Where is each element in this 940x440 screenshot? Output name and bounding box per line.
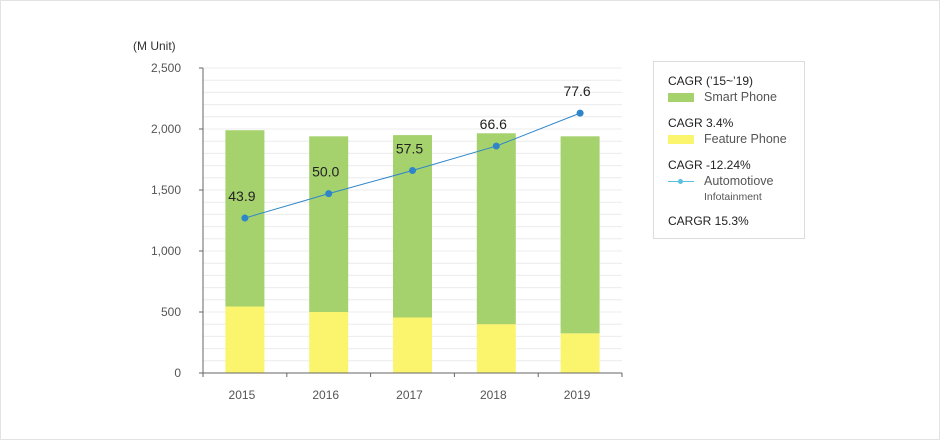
line-data-labels: 43.9 50.0 57.5 66.6 77.6 — [228, 83, 591, 204]
automotive-value-label: 77.6 — [563, 83, 590, 99]
automotive-value-label: 50.0 — [312, 164, 339, 180]
feature-phone-bar-2019 — [560, 333, 600, 373]
y-tick-label: 500 — [161, 305, 181, 319]
smart-phone-bar-2018 — [476, 133, 516, 325]
bars-group — [225, 130, 600, 373]
legend-feature-cagr: CAGR -12.24% — [668, 158, 751, 172]
automotive-point-2019 — [576, 109, 584, 117]
x-tick-label: 2019 — [564, 388, 591, 402]
y-tick-label: 2,000 — [151, 122, 181, 136]
automotive-line-dot — [678, 179, 683, 184]
automotive-point-2018 — [492, 142, 500, 150]
feature-phone-bar-2018 — [476, 324, 516, 373]
automotive-point-2017 — [409, 166, 416, 174]
y-tick-labels: 0 500 1,000 1,500 2,000 2,500 — [151, 61, 181, 380]
automotive-value-label: 43.9 — [228, 188, 255, 204]
smart-phone-bar-2019 — [560, 136, 600, 334]
legend-smart-cagr: CAGR 3.4% — [668, 116, 734, 130]
y-tick-label: 1,500 — [151, 183, 181, 197]
automotive-value-label: 57.5 — [396, 140, 423, 156]
smart-phone-swatch — [668, 93, 694, 102]
feature-phone-bar-2016 — [309, 312, 349, 373]
y-unit-label: (M Unit) — [133, 39, 176, 53]
x-tick-label: 2016 — [312, 388, 339, 402]
legend-feature-phone: Feature Phone — [704, 132, 787, 146]
feature-phone-swatch — [668, 135, 694, 144]
line-series — [241, 109, 584, 222]
legend-infotainment: Infotainment — [704, 191, 762, 203]
y-tick-label: 2,500 — [151, 61, 181, 75]
automotive-value-label: 66.6 — [480, 116, 507, 132]
x-tick-label: 2017 — [396, 388, 423, 402]
y-tick-label: 1,000 — [151, 244, 181, 258]
x-tick-labels: 2015 2016 2017 2018 2019 — [229, 388, 591, 402]
y-tick-label: 0 — [174, 366, 181, 380]
automotive-point-2016 — [325, 190, 333, 198]
axes-group — [199, 67, 623, 377]
legend-auto-cagr: CARGR 15.3% — [668, 214, 749, 228]
feature-phone-bar-2017 — [393, 317, 432, 373]
legend-smart-phone: Smart Phone — [704, 90, 777, 104]
legend-automotive: Automotiove — [704, 174, 774, 188]
legend: CAGR (’15~’19) Smart Phone CAGR 3.4% Fea… — [653, 61, 805, 239]
smart-phone-bar-2017 — [393, 135, 432, 318]
x-tick-label: 2018 — [480, 388, 507, 402]
legend-title: CAGR (’15~’19) — [668, 74, 754, 88]
feature-phone-bar-2015 — [225, 306, 265, 373]
smart-phone-bar-2016 — [309, 136, 349, 312]
x-tick-label: 2015 — [229, 388, 256, 402]
automotive-point-2015 — [241, 214, 249, 222]
